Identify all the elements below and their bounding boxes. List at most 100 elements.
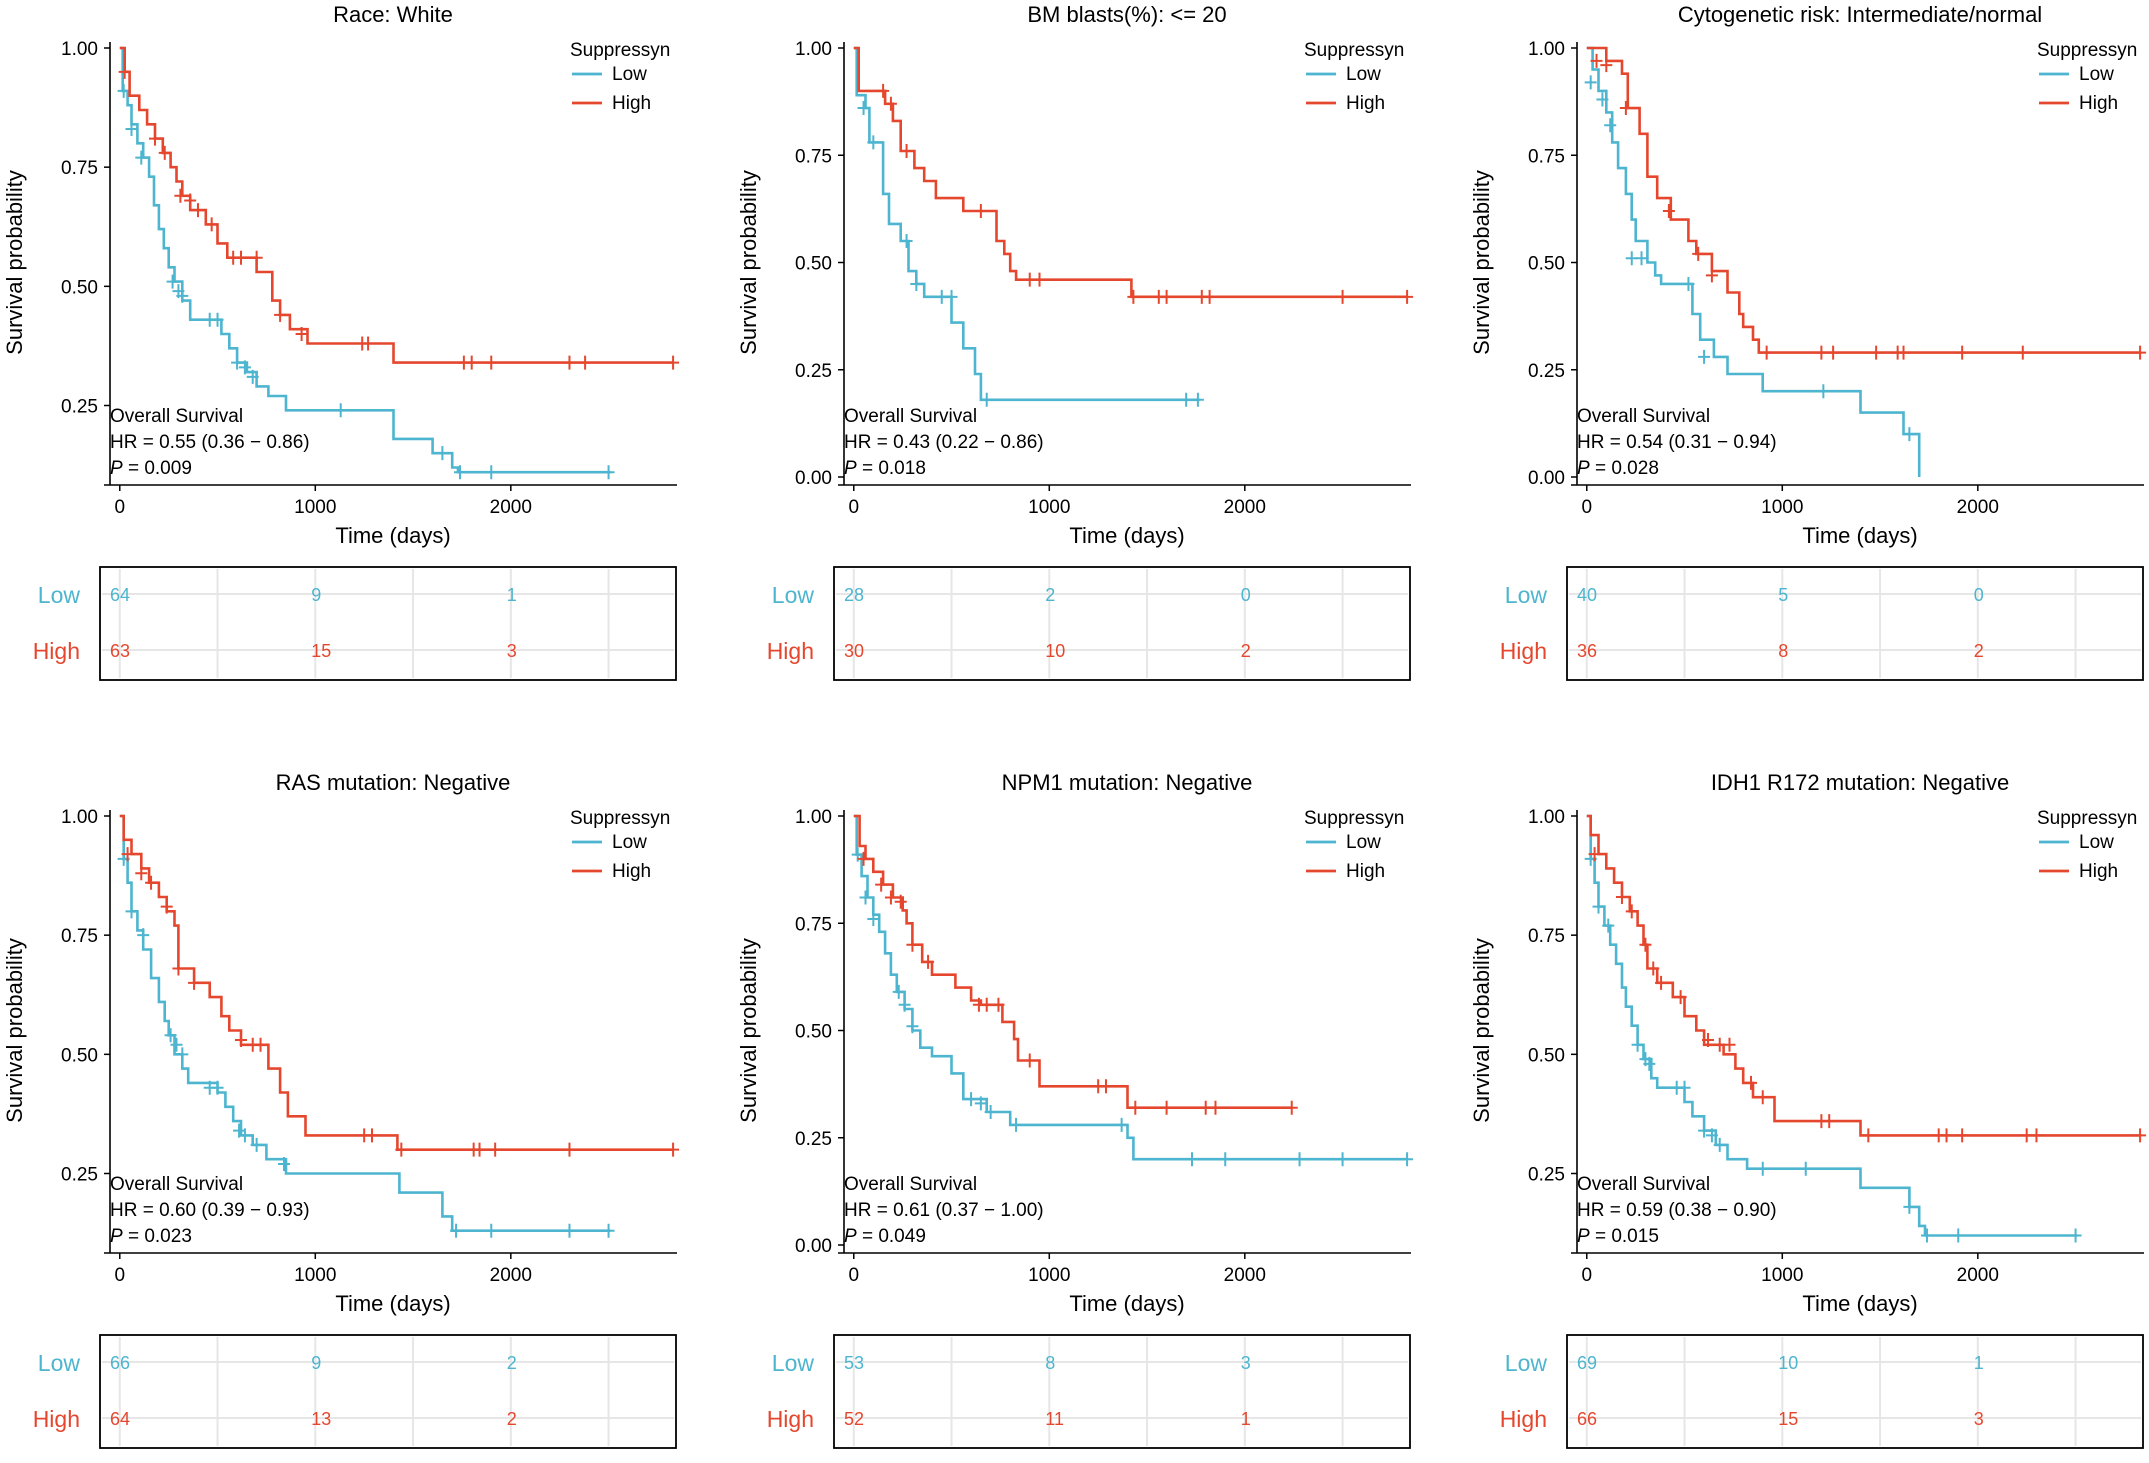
- low-censor-mark: [898, 997, 911, 1012]
- risk-count-high: 64: [110, 1409, 130, 1429]
- annotation-overall-survival: Overall Survival: [1577, 406, 1710, 427]
- legend-high-label: High: [612, 861, 651, 882]
- legend-title: Suppressyn: [1304, 40, 1404, 61]
- risk-table-box: [99, 1334, 677, 1449]
- low-censor-mark: [867, 911, 880, 926]
- risk-count-low: 10: [1778, 1353, 1798, 1373]
- risk-count-low: 69: [1577, 1353, 1597, 1373]
- low-censor-mark: [1698, 1123, 1711, 1138]
- y-tick-label: 0.75: [795, 914, 832, 935]
- high-censor-mark: [1745, 1075, 1758, 1090]
- high-censor-mark: [980, 997, 993, 1012]
- risk-count-low: 1: [1974, 1353, 1984, 1373]
- y-tick-label: 0.25: [1528, 1165, 1565, 1186]
- low-censor-mark: [892, 984, 905, 999]
- risk-count-low: 2: [1045, 585, 1055, 605]
- high-censor-mark: [1600, 58, 1613, 73]
- km-panel-1: Race: White 0.25 0.50 0.75 1.00 0 1000 2000 Time…: [2, 2, 680, 681]
- y-tick-label: 1.00: [1528, 39, 1565, 60]
- low-censor-mark: [485, 465, 498, 480]
- risk-table-high-label: High: [33, 1406, 80, 1432]
- low-censor-mark: [984, 1105, 997, 1120]
- risk-count-low: 28: [844, 585, 864, 605]
- high-censor-mark: [877, 83, 890, 98]
- y-tick-label: 1.00: [61, 807, 98, 828]
- annotation-hazard-ratio: HR = 0.60 (0.39 − 0.93): [110, 1200, 310, 1221]
- high-censor-mark: [145, 875, 158, 890]
- high-censor-mark: [1647, 961, 1660, 976]
- annotation-hazard-ratio: HR = 0.59 (0.38 − 0.90): [1577, 1200, 1777, 1221]
- annotation-p-number: = 0.028: [1590, 458, 1659, 479]
- low-censor-mark: [117, 83, 130, 98]
- low-censor-mark: [1115, 1117, 1128, 1132]
- y-tick-label: 0.75: [61, 926, 98, 947]
- legend-title: Suppressyn: [2037, 40, 2137, 61]
- high-censor-mark: [1639, 937, 1652, 952]
- low-censor-mark: [1010, 1117, 1023, 1132]
- y-axis-label: Survival probability: [1469, 170, 1494, 355]
- high-censor-mark: [579, 355, 592, 370]
- legend-high-label: High: [1346, 93, 1385, 114]
- high-censor-mark: [974, 204, 987, 219]
- high-censor-mark: [1701, 1033, 1714, 1048]
- low-censor-mark: [1635, 251, 1648, 266]
- y-axis-label: Survival probability: [2, 170, 27, 355]
- y-tick-label: 0.25: [795, 361, 832, 382]
- low-survival-curve: [1586, 46, 1921, 477]
- risk-table-low-label: Low: [1505, 1350, 1548, 1376]
- low-censor-mark: [1293, 1152, 1306, 1167]
- low-censor-mark: [1952, 1228, 1965, 1243]
- high-censor-mark: [1897, 345, 1910, 360]
- annotation-p-value: P = 0.009: [110, 458, 192, 479]
- high-censor-mark: [667, 1142, 680, 1157]
- y-tick-label: 0.25: [61, 397, 98, 418]
- high-censor-mark: [1815, 345, 1828, 360]
- annotation-overall-survival: Overall Survival: [844, 406, 977, 427]
- risk-count-high: 10: [1045, 641, 1065, 661]
- x-tick-label: 0: [848, 497, 859, 518]
- high-censor-mark: [900, 143, 913, 158]
- low-censor-mark: [485, 1223, 498, 1238]
- annotation-p-value: P = 0.028: [1577, 458, 1659, 479]
- risk-count-high: 15: [311, 641, 331, 661]
- y-axis-label: Survival probability: [736, 938, 761, 1123]
- risk-count-low: 9: [311, 1353, 321, 1373]
- high-censor-mark: [1956, 345, 1969, 360]
- risk-count-high: 63: [110, 641, 130, 661]
- high-censor-mark: [1160, 1100, 1173, 1115]
- high-censor-mark: [148, 131, 161, 146]
- low-survival-curve: [1586, 814, 2078, 1237]
- high-censor-mark: [992, 997, 1005, 1012]
- risk-table-high-label: High: [33, 638, 80, 664]
- low-censor-mark: [450, 1223, 463, 1238]
- high-censor-mark: [158, 145, 171, 160]
- high-censor-mark: [1705, 268, 1718, 283]
- legend-title: Suppressyn: [2037, 808, 2137, 829]
- risk-count-low: 3: [1241, 1353, 1251, 1373]
- x-tick-label: 0: [1581, 1265, 1592, 1286]
- km-panel-3: Cytogenetic risk: Intermediate/normal 0.0…: [1469, 2, 2147, 681]
- low-censor-mark: [1592, 899, 1605, 914]
- high-censor-mark: [1203, 289, 1216, 304]
- x-axis-label: Time (days): [1802, 1291, 1917, 1316]
- risk-table-box: [833, 566, 1411, 681]
- annotation-p-value: P = 0.015: [1577, 1226, 1659, 1247]
- low-censor-mark: [1180, 392, 1193, 407]
- low-censor-mark: [250, 1137, 263, 1152]
- high-censor-mark: [563, 1142, 576, 1157]
- annotation-p-number: = 0.023: [123, 1226, 192, 1247]
- risk-table-low-label: Low: [1505, 582, 1548, 608]
- high-censor-mark: [135, 866, 148, 881]
- annotation-hazard-ratio: HR = 0.43 (0.22 − 0.86): [844, 432, 1044, 453]
- high-censor-mark: [563, 355, 576, 370]
- low-censor-mark: [1219, 1152, 1232, 1167]
- y-axis-label: Survival probability: [2, 938, 27, 1123]
- risk-count-high: 1: [1241, 1409, 1251, 1429]
- high-censor-mark: [2134, 1128, 2147, 1143]
- legend-low-label: Low: [612, 832, 647, 853]
- legend-high-label: High: [2079, 861, 2118, 882]
- high-censor-mark: [1588, 847, 1601, 862]
- annotation-p-number: = 0.009: [123, 458, 192, 479]
- low-censor-mark: [1920, 1228, 1933, 1243]
- high-censor-mark: [2016, 345, 2029, 360]
